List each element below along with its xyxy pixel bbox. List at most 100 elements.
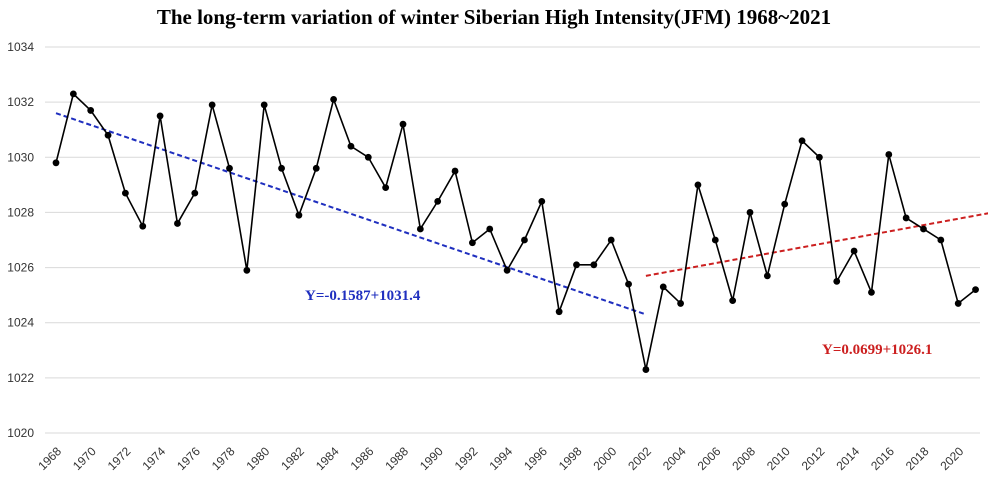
data-point [798, 137, 806, 145]
y-tick-label: 1022 [7, 371, 34, 385]
data-point [486, 225, 494, 233]
data-point [902, 214, 910, 222]
x-tick-label: 1972 [105, 444, 134, 473]
data-point [122, 189, 129, 197]
data-point [954, 300, 962, 307]
data-point [226, 164, 233, 172]
x-axis: 1968 1970 1972 1974 1976 1978 1980 1982 1984 1986… [35, 444, 966, 473]
data-point [382, 184, 390, 192]
x-tick-label: 1980 [244, 444, 273, 473]
y-tick-label: 1034 [7, 40, 34, 54]
x-tick-label: 1976 [174, 444, 203, 473]
y-tick-label: 1028 [7, 205, 34, 219]
trendline-2 [645, 212, 988, 277]
x-tick-label: 1978 [209, 444, 238, 473]
data-point [590, 261, 598, 269]
data-point [573, 261, 580, 269]
data-point [555, 308, 563, 316]
data-point [868, 288, 875, 296]
data-point [208, 101, 216, 109]
series-line [55, 92, 977, 370]
data-point [711, 236, 719, 244]
data-point [295, 211, 303, 219]
data-point [659, 283, 667, 291]
x-tick-label: 1988 [382, 444, 411, 473]
data-point [729, 297, 737, 305]
y-tick-label: 1032 [7, 95, 34, 109]
x-tick-label: 2020 [938, 444, 967, 473]
y-tick-label: 1024 [7, 316, 34, 330]
data-point [607, 236, 615, 244]
x-tick-label: 1992 [452, 444, 481, 473]
data-point [937, 236, 945, 244]
x-tick-label: 2000 [591, 444, 620, 473]
data-point [850, 247, 858, 255]
data-point [87, 107, 95, 114]
chart-title: The long-term variation of winter Siberi… [157, 5, 831, 29]
data-point [451, 167, 459, 175]
x-tick-label: 1994 [486, 444, 515, 473]
x-tick-label: 1974 [139, 444, 168, 473]
data-point [191, 189, 199, 197]
x-tick-label: 2008 [729, 444, 758, 473]
data-point [139, 222, 147, 230]
data-point [312, 164, 320, 172]
x-tick-label: 1968 [35, 444, 64, 473]
data-point [364, 153, 372, 161]
data-point [174, 220, 181, 227]
x-tick-label: 1986 [348, 444, 377, 473]
data-point [347, 142, 355, 150]
data-point [885, 151, 893, 158]
x-tick-label: 1984 [313, 444, 342, 473]
x-tick-label: 2018 [903, 444, 932, 473]
x-tick-label: 2006 [695, 444, 724, 473]
x-tick-label: 2016 [868, 444, 897, 473]
data-point [625, 280, 632, 288]
trendline-label-1: Y=-0.1587+1031.4 [305, 288, 421, 304]
x-tick-label: 1970 [70, 444, 99, 473]
data-point [69, 90, 77, 98]
data-point [52, 159, 60, 167]
data-point [416, 225, 424, 233]
data-point [469, 239, 476, 247]
data-point [833, 277, 841, 285]
y-axis: 1020 1022 1024 1026 1028 1030 1032 1034 [7, 40, 34, 440]
data-point [104, 131, 112, 139]
data-point [278, 164, 285, 172]
data-point [816, 153, 823, 161]
data-point [243, 266, 251, 274]
x-tick-label: 2012 [799, 444, 828, 473]
x-tick-label: 2004 [660, 444, 689, 473]
data-point [434, 198, 442, 205]
data-point [330, 95, 337, 103]
data-point [521, 236, 528, 244]
data-point [694, 181, 702, 189]
data-series [52, 90, 979, 373]
data-point [399, 120, 407, 128]
trendline-label-2: Y=0.0699+1026.1 [822, 342, 932, 358]
y-tick-label: 1026 [7, 261, 34, 275]
data-point [746, 209, 754, 216]
trend-labels: Y=-0.1587+1031.4 Y=0.0699+1026.1 [305, 288, 932, 358]
data-point [538, 198, 546, 205]
data-point [156, 112, 164, 120]
data-point [260, 101, 268, 109]
x-tick-label: 2002 [625, 444, 654, 473]
trendlines [55, 112, 988, 316]
data-point [677, 300, 684, 307]
gridlines [45, 46, 980, 434]
data-point [642, 366, 650, 373]
x-tick-label: 1982 [278, 444, 307, 473]
x-tick-label: 1996 [521, 444, 550, 473]
x-tick-label: 2014 [833, 444, 862, 473]
data-point [503, 266, 511, 274]
data-point [920, 225, 927, 233]
data-point [972, 286, 979, 294]
data-point [781, 200, 789, 208]
x-tick-label: 2010 [764, 444, 793, 473]
x-tick-label: 1990 [417, 444, 446, 473]
y-tick-label: 1020 [7, 426, 34, 440]
data-point [763, 272, 771, 280]
x-tick-label: 1998 [556, 444, 585, 473]
